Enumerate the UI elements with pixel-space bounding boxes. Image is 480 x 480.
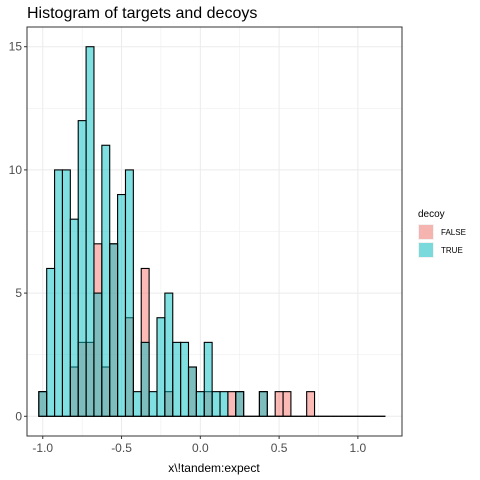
bar-true — [61, 169, 71, 417]
bar-true — [203, 341, 213, 417]
bar-true — [93, 292, 103, 417]
legend-title: decoy — [418, 209, 445, 220]
plot-panel-border — [26, 26, 403, 437]
bar-true — [187, 366, 197, 417]
legend-swatch-false — [419, 225, 433, 239]
bar-false — [282, 391, 292, 417]
x-tick-label: 0.0 — [192, 441, 209, 455]
legend-label-false: FALSE — [441, 228, 466, 237]
bar-true — [195, 391, 205, 417]
bar-true — [164, 292, 174, 417]
x-tick-label: 1.0 — [350, 441, 367, 455]
bar-true — [211, 391, 221, 417]
legend-items: FALSE TRUE — [418, 224, 466, 258]
bar-false — [274, 391, 284, 417]
bar-true — [140, 341, 150, 417]
x-axis-label: x\!tandem:expect — [168, 461, 260, 475]
bar-true — [148, 391, 158, 417]
bar-true — [117, 193, 127, 417]
bar-true — [180, 341, 190, 417]
histogram-bars — [38, 46, 386, 417]
bar-true — [258, 391, 268, 417]
series-true — [38, 46, 386, 417]
chart-title: Histogram of targets and decoys — [27, 5, 257, 22]
bar-false — [306, 391, 316, 417]
bar-false — [227, 391, 237, 417]
bar-true — [156, 317, 166, 417]
bar-true — [77, 120, 87, 417]
bar-true — [172, 341, 182, 417]
y-tick-label: 0 — [15, 409, 22, 423]
bar-true — [132, 391, 142, 417]
y-axis-ticks: 0 5 10 15 — [9, 40, 27, 423]
bar-true — [235, 391, 245, 417]
x-axis-ticks: -1.0 -0.5 0.0 0.5 1.0 — [32, 436, 367, 455]
bar-true — [69, 218, 79, 417]
bar-true — [46, 267, 56, 417]
bar-true — [38, 391, 48, 417]
y-tick-label: 10 — [9, 163, 23, 177]
legend-label-true: TRUE — [441, 246, 463, 255]
x-tick-label: 0.5 — [271, 441, 288, 455]
y-tick-label: 5 — [15, 286, 22, 300]
legend: decoy FALSE TRUE — [418, 209, 466, 258]
bar-true — [85, 46, 95, 417]
bar-true — [124, 169, 134, 417]
y-tick-label: 15 — [9, 40, 23, 54]
x-tick-label: -1.0 — [32, 441, 53, 455]
bar-true — [219, 391, 229, 417]
bar-true — [101, 144, 111, 417]
bar-true — [109, 243, 119, 417]
x-tick-label: -0.5 — [111, 441, 132, 455]
bar-true — [54, 169, 64, 417]
legend-swatch-true — [419, 243, 433, 257]
